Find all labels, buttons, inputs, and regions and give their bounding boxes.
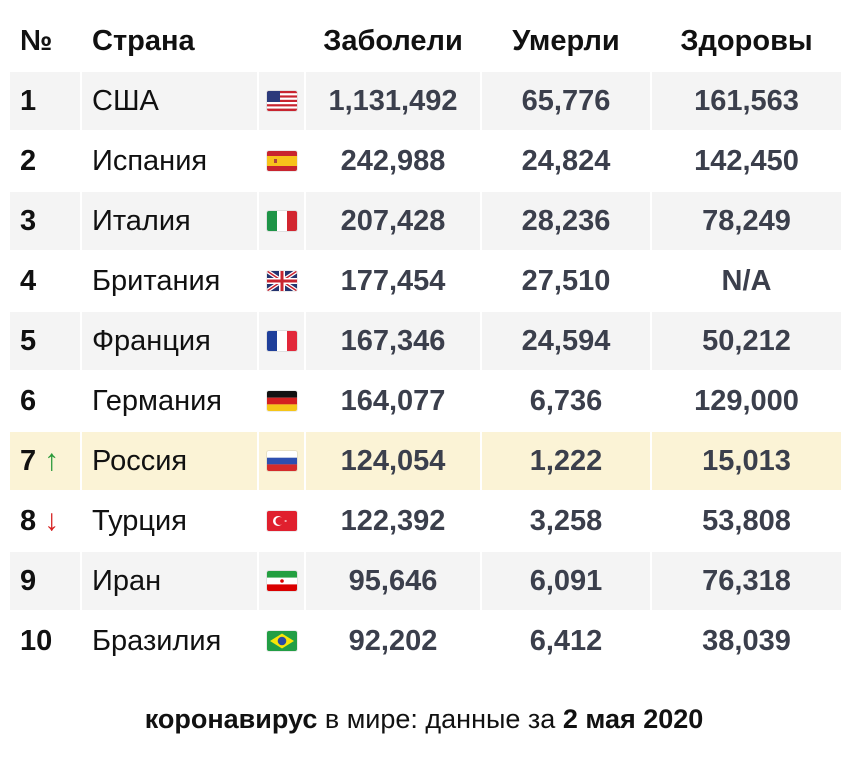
cases-value: 124,054 [306, 432, 480, 490]
rank-number: 4 [20, 264, 37, 297]
header-num: № [20, 24, 53, 57]
deaths-value: 65,776 [482, 72, 650, 130]
rank-number: 3 [20, 204, 37, 237]
caption-bold-topic: коронавирус [144, 704, 318, 734]
rank-number: 8 [20, 504, 37, 537]
recovered-value: 142,450 [652, 132, 841, 190]
rank-number: 2 [20, 144, 37, 177]
country-name: США [82, 72, 257, 130]
deaths-value: 6,736 [482, 372, 650, 430]
caption-date: 2 мая 2020 [562, 704, 704, 734]
cases-value: 177,454 [306, 252, 480, 310]
deaths-value: 3,258 [482, 492, 650, 550]
caption-text: в мире: данные за [317, 704, 563, 734]
recovered-value: 76,318 [652, 552, 841, 610]
header-flag-spacer [259, 12, 304, 70]
recovered-value: N/A [652, 252, 841, 310]
turkey-flag-icon [259, 492, 304, 550]
rank-cell: 6 [10, 372, 80, 430]
rank-cell: 5 [10, 312, 80, 370]
us-flag-icon [259, 72, 304, 130]
cases-value: 122,392 [306, 492, 480, 550]
deaths-value: 27,510 [482, 252, 650, 310]
russia-flag-icon [259, 432, 304, 490]
caption: коронавирус в мире: данные за 2 мая 2020 [0, 704, 848, 735]
header-cases: Заболели [323, 24, 463, 57]
deaths-value: 24,824 [482, 132, 650, 190]
country-name: Британия [82, 252, 257, 310]
rank-cell: 2 [10, 132, 80, 190]
country-name: Испания [82, 132, 257, 190]
country-name: Германия [82, 372, 257, 430]
rank-up-arrow-icon: ↑ [44, 444, 60, 477]
rank-number: 5 [20, 324, 37, 357]
rank-number: 10 [20, 624, 53, 657]
recovered-value: 161,563 [652, 72, 841, 130]
spain-flag-icon [259, 132, 304, 190]
rank-number: 9 [20, 564, 37, 597]
france-flag-icon [259, 312, 304, 370]
rank-number: 7 [20, 444, 37, 477]
rank-cell: 3 [10, 192, 80, 250]
country-name: Россия [82, 432, 257, 490]
iran-flag-icon [259, 552, 304, 610]
rank-cell: 7 ↑ [10, 432, 80, 490]
header-deaths: Умерли [512, 24, 620, 57]
rank-cell: 9 [10, 552, 80, 610]
rank-number: 1 [20, 84, 37, 117]
deaths-value: 6,091 [482, 552, 650, 610]
recovered-value: 38,039 [652, 612, 841, 670]
country-name: Италия [82, 192, 257, 250]
recovered-value: 53,808 [652, 492, 841, 550]
italy-flag-icon [259, 192, 304, 250]
cases-value: 95,646 [306, 552, 480, 610]
deaths-value: 28,236 [482, 192, 650, 250]
uk-flag-icon [259, 252, 304, 310]
recovered-value: 129,000 [652, 372, 841, 430]
rank-down-arrow-icon: ↓ [44, 504, 60, 537]
country-name: Франция [82, 312, 257, 370]
country-name: Бразилия [82, 612, 257, 670]
covid-stats-table: № Страна Заболели Умерли Здоровы 1 США 1,1… [10, 12, 841, 670]
cases-value: 164,077 [306, 372, 480, 430]
rank-cell: 1 [10, 72, 80, 130]
cases-value: 242,988 [306, 132, 480, 190]
header-recovered: Здоровы [680, 24, 813, 57]
header-country: Страна [92, 24, 195, 57]
deaths-value: 6,412 [482, 612, 650, 670]
cases-value: 1,131,492 [306, 72, 480, 130]
rank-cell: 8 ↓ [10, 492, 80, 550]
rank-cell: 10 [10, 612, 80, 670]
cases-value: 207,428 [306, 192, 480, 250]
brazil-flag-icon [259, 612, 304, 670]
country-name: Турция [82, 492, 257, 550]
germany-flag-icon [259, 372, 304, 430]
rank-number: 6 [20, 384, 37, 417]
deaths-value: 24,594 [482, 312, 650, 370]
recovered-value: 50,212 [652, 312, 841, 370]
cases-value: 92,202 [306, 612, 480, 670]
country-name: Иран [82, 552, 257, 610]
recovered-value: 78,249 [652, 192, 841, 250]
cases-value: 167,346 [306, 312, 480, 370]
recovered-value: 15,013 [652, 432, 841, 490]
rank-cell: 4 [10, 252, 80, 310]
deaths-value: 1,222 [482, 432, 650, 490]
